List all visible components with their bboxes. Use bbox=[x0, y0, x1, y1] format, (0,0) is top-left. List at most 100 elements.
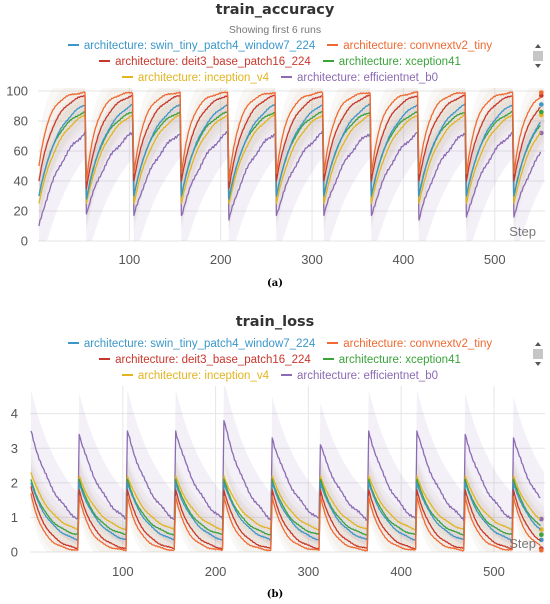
legend-label: architecture: xception41 bbox=[338, 354, 461, 366]
y-tick-label: 20 bbox=[14, 204, 28, 219]
x-tick-label: 200 bbox=[205, 564, 227, 579]
legend-swatch bbox=[99, 357, 111, 360]
legend-label: architecture: convnextv2_tiny bbox=[343, 338, 493, 350]
legend-row: architecture: deit3_base_patch16_224 arch… bbox=[30, 352, 530, 368]
line-deit3-base-patch16-224[interactable] bbox=[30, 486, 541, 550]
series-lines bbox=[38, 90, 544, 227]
legend-scrollbar[interactable] bbox=[533, 44, 543, 68]
axis-ticks: 0 20 40 60 80 100 100 200 300 400 500 bbox=[6, 84, 505, 268]
legend-swatch bbox=[67, 341, 79, 344]
legend-label: architecture: xception41 bbox=[338, 56, 461, 68]
y-tick-label: 80 bbox=[14, 114, 28, 129]
endpoint-swin-tiny-patch4-window7-224[interactable] bbox=[539, 102, 544, 107]
legend-swatch bbox=[121, 75, 133, 78]
legend-item-efficientnet-b0[interactable]: architecture: efficientnet_b0 bbox=[280, 368, 439, 384]
scroll-down-icon[interactable] bbox=[535, 64, 541, 68]
x-tick-label: 500 bbox=[484, 252, 506, 267]
legend-item-swin-tiny-patch4-window7-224[interactable]: architecture: swin_tiny_patch4_window7_2… bbox=[67, 38, 316, 54]
chart-subtitle: Showing first 6 runs bbox=[228, 24, 322, 36]
legend-label: architecture: deit3_base_patch16_224 bbox=[115, 56, 311, 68]
legend-label: architecture: efficientnet_b0 bbox=[296, 370, 439, 382]
line-inception-v4[interactable] bbox=[30, 472, 541, 531]
legend-item-xception41[interactable]: architecture: xception41 bbox=[322, 54, 461, 70]
line-inception-v4[interactable] bbox=[38, 113, 542, 205]
legend-item-xception41[interactable]: architecture: xception41 bbox=[322, 352, 461, 368]
endpoint-xception41[interactable] bbox=[539, 109, 544, 115]
grid bbox=[30, 386, 545, 553]
x-tick-label: 100 bbox=[112, 564, 134, 579]
legend-label: architecture: inception_v4 bbox=[137, 72, 269, 84]
legend-row: architecture: swin_tiny_patch4_window7_2… bbox=[30, 38, 530, 54]
endpoint-xception41[interactable] bbox=[539, 532, 544, 537]
legend-swatch bbox=[327, 341, 339, 344]
endpoint-efficientnet-b0[interactable] bbox=[539, 516, 544, 522]
line-convnextv2-tiny[interactable] bbox=[38, 91, 541, 182]
scroll-up-icon[interactable] bbox=[535, 342, 541, 346]
legend-swatch bbox=[67, 43, 79, 46]
x-tick-label: 400 bbox=[393, 252, 415, 267]
y-tick-label: 1 bbox=[11, 510, 18, 525]
panel-train-loss: train_loss architecture: swin_tiny_patch… bbox=[0, 300, 550, 604]
legend-item-convnextv2-tiny[interactable]: architecture: convnextv2_tiny bbox=[327, 336, 492, 352]
figure-caption-b: (b) bbox=[266, 589, 284, 600]
endpoint-convnextv2-tiny[interactable] bbox=[539, 90, 544, 95]
x-tick-label: 100 bbox=[118, 252, 140, 267]
y-tick-label: 60 bbox=[14, 144, 28, 159]
scroll-thumb[interactable] bbox=[533, 51, 543, 61]
legend-row: architecture: inception_v4 architecture: … bbox=[30, 70, 530, 86]
legend-swatch bbox=[280, 373, 292, 376]
scroll-down-icon[interactable] bbox=[535, 362, 541, 366]
legend-label: architecture: swin_tiny_patch4_window7_2… bbox=[83, 40, 316, 52]
x-tick-label: 500 bbox=[483, 564, 505, 579]
endpoint-convnextv2-tiny[interactable] bbox=[539, 548, 544, 553]
chart-train-loss: 0 1 2 3 4 100 200 300 400 500 Step bbox=[11, 386, 545, 579]
x-tick-label: 400 bbox=[390, 564, 412, 579]
legend-row: architecture: inception_v4 architecture: … bbox=[30, 368, 530, 384]
line-xception41[interactable] bbox=[30, 478, 541, 537]
y-tick-label: 40 bbox=[14, 174, 28, 189]
legend-item-swin-tiny-patch4-window7-224[interactable]: architecture: swin_tiny_patch4_window7_2… bbox=[67, 336, 316, 352]
legend-item-deit3-base-patch16-224[interactable]: architecture: deit3_base_patch16_224 bbox=[99, 54, 311, 70]
line-deit3-base-patch16-224[interactable] bbox=[38, 94, 541, 190]
x-axis-label: Step bbox=[509, 224, 536, 239]
line-efficientnet-b0[interactable] bbox=[30, 419, 541, 522]
legend-swatch bbox=[121, 373, 133, 376]
legend-item-efficientnet-b0[interactable]: architecture: efficientnet_b0 bbox=[280, 70, 438, 86]
chart-title: train_loss bbox=[235, 314, 315, 330]
legend-swatch bbox=[322, 59, 334, 62]
series-lines bbox=[30, 419, 544, 553]
line-swin-tiny-patch4-window7-224[interactable] bbox=[30, 482, 541, 542]
scroll-thumb[interactable] bbox=[533, 349, 543, 359]
figure-caption-a: (a) bbox=[267, 278, 283, 289]
panel-train-accuracy: train_accuracy Showing first 6 runs arch… bbox=[0, 0, 550, 300]
legend-item-deit3-base-patch16-224[interactable]: architecture: deit3_base_patch16_224 bbox=[99, 352, 311, 368]
legend-swatch bbox=[99, 59, 111, 62]
x-tick-label: 300 bbox=[301, 252, 323, 267]
legend-swatch bbox=[327, 43, 339, 46]
legend-row: architecture: swin_tiny_patch4_window7_2… bbox=[30, 336, 530, 352]
legend-item-inception-v4[interactable]: architecture: inception_v4 bbox=[121, 70, 269, 86]
y-tick-label: 100 bbox=[6, 84, 28, 99]
legend-label: architecture: inception_v4 bbox=[137, 370, 269, 382]
legend-scrollbar[interactable] bbox=[533, 342, 543, 366]
x-tick-label: 300 bbox=[298, 564, 320, 579]
legend-item-convnextv2-tiny[interactable]: architecture: convnextv2_tiny bbox=[327, 38, 492, 54]
legend-label: architecture: deit3_base_patch16_224 bbox=[115, 354, 311, 366]
chart-legend: architecture: swin_tiny_patch4_window7_2… bbox=[30, 38, 530, 86]
y-tick-label: 2 bbox=[11, 475, 18, 490]
scroll-up-icon[interactable] bbox=[535, 44, 541, 48]
grid bbox=[38, 88, 545, 242]
x-axis-label: Step bbox=[509, 536, 536, 551]
y-tick-label: 0 bbox=[21, 234, 28, 249]
line-efficientnet-b0[interactable] bbox=[38, 130, 542, 227]
legend-swatch bbox=[280, 75, 292, 78]
legend-label: architecture: convnextv2_tiny bbox=[343, 40, 493, 52]
line-swin-tiny-patch4-window7-224[interactable] bbox=[38, 102, 541, 200]
y-tick-label: 0 bbox=[11, 545, 18, 560]
line-convnextv2-tiny[interactable] bbox=[30, 493, 541, 552]
chart-legend: architecture: swin_tiny_patch4_window7_2… bbox=[30, 336, 530, 384]
legend-label: architecture: swin_tiny_patch4_window7_2… bbox=[83, 338, 316, 350]
legend-item-inception-v4[interactable]: architecture: inception_v4 bbox=[121, 368, 269, 384]
